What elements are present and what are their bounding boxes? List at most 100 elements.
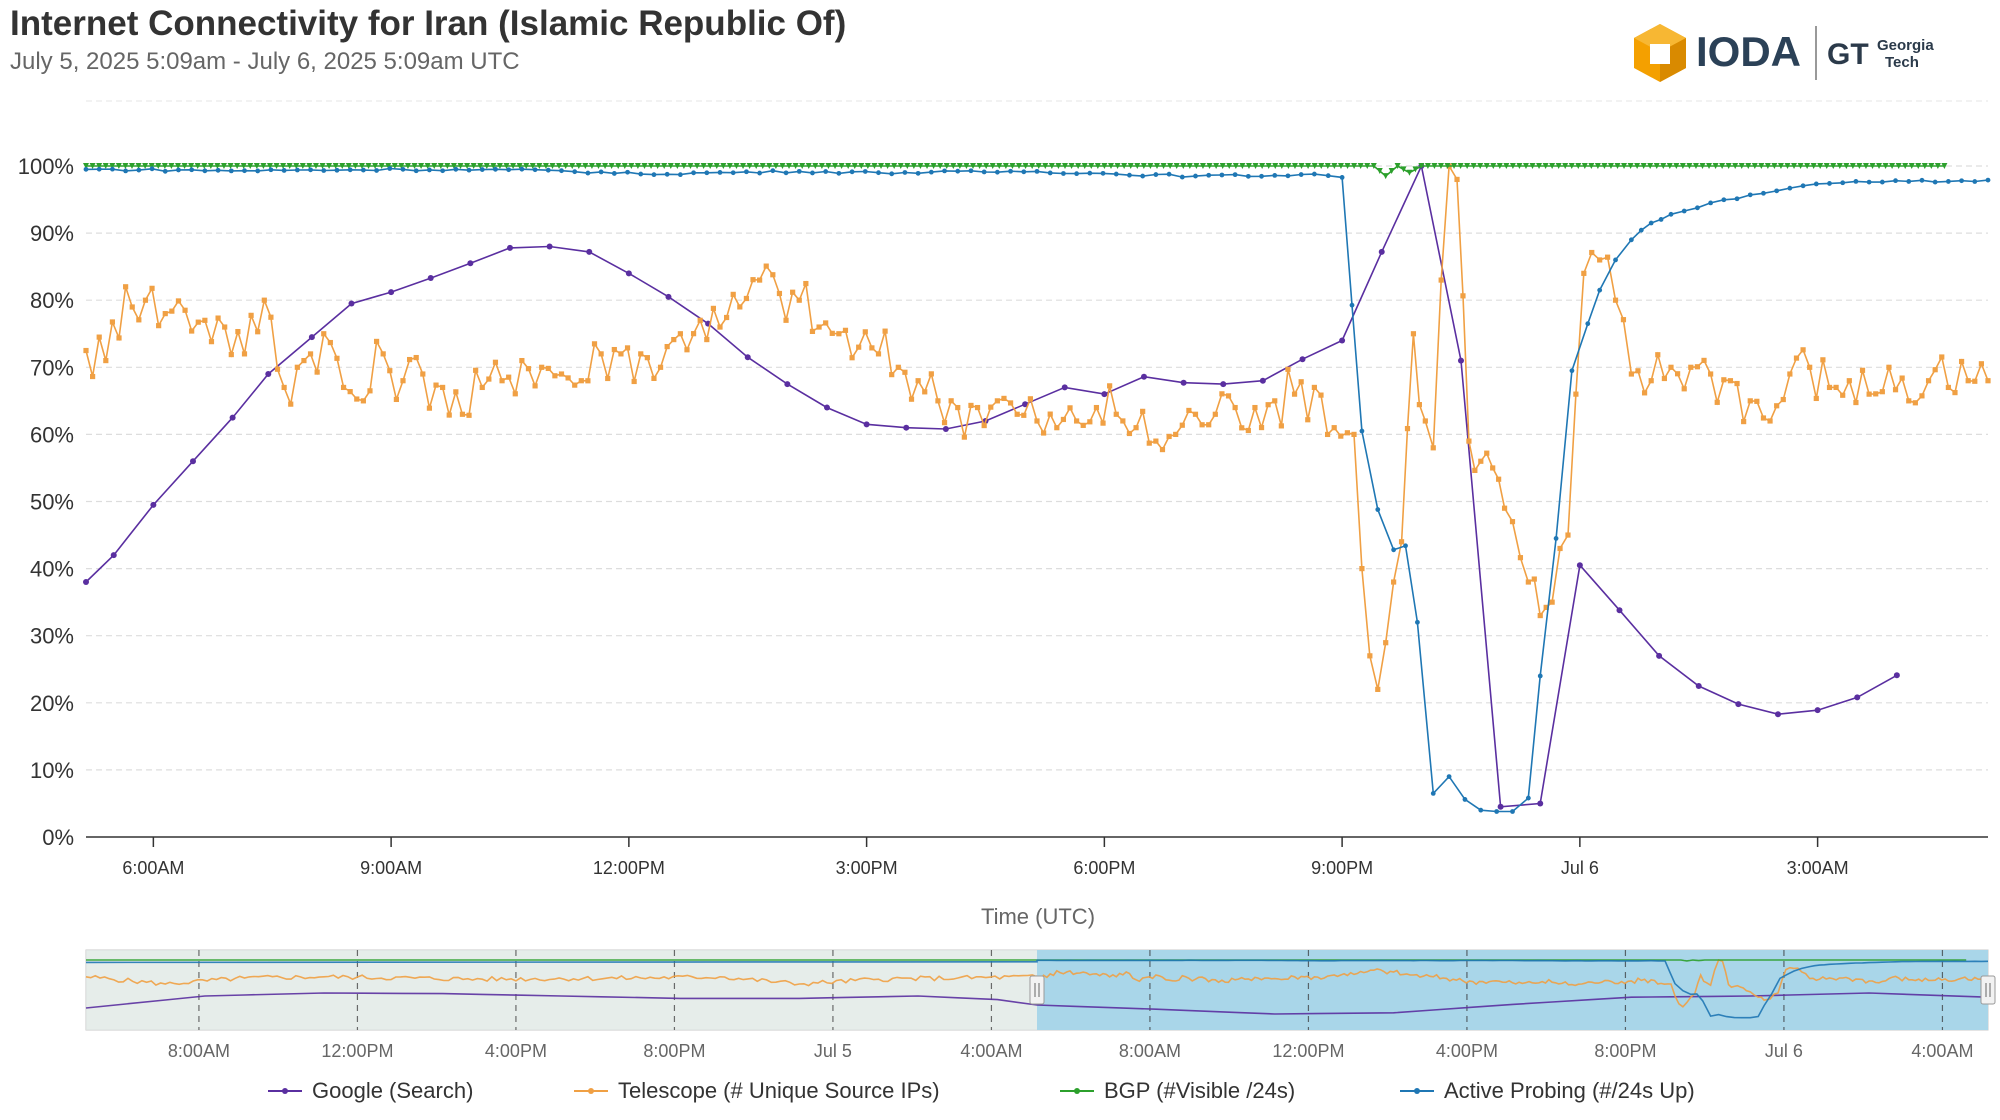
data-point xyxy=(1879,179,1885,185)
data-point xyxy=(805,163,812,169)
data-point xyxy=(690,331,697,337)
data-point xyxy=(437,163,444,169)
data-point xyxy=(1965,378,1971,384)
navigator-left-handle[interactable] xyxy=(1029,975,1045,1005)
series-active-probing-24s-up[interactable] xyxy=(83,166,1991,814)
data-point xyxy=(1232,172,1238,178)
data-point xyxy=(1388,168,1395,175)
series-bgp-visible-24s[interactable] xyxy=(83,163,1948,180)
navigator-tick-label: Jul 6 xyxy=(1765,1041,1803,1061)
data-point xyxy=(431,163,438,169)
data-point xyxy=(1569,368,1575,374)
data-point xyxy=(1727,378,1734,384)
legend-item[interactable]: Telescope (# Unique Source IPs) xyxy=(574,1078,940,1104)
data-point xyxy=(1364,163,1371,169)
data-point xyxy=(1192,411,1199,417)
data-point xyxy=(733,163,740,169)
data-point xyxy=(634,163,641,169)
data-point xyxy=(832,163,839,169)
navigator-right-handle[interactable] xyxy=(1980,975,1996,1005)
data-point xyxy=(1259,173,1264,179)
data-point xyxy=(930,163,937,169)
legend-swatch xyxy=(574,1083,608,1099)
data-point xyxy=(591,341,598,347)
data-point xyxy=(878,163,885,169)
data-point xyxy=(869,345,875,351)
data-point xyxy=(1895,163,1902,169)
legend-item[interactable]: Google (Search) xyxy=(268,1078,473,1104)
data-point xyxy=(1721,377,1727,383)
data-point xyxy=(529,163,536,169)
data-point xyxy=(308,167,313,173)
data-point xyxy=(1344,430,1350,436)
data-point xyxy=(1537,800,1544,807)
data-point xyxy=(845,163,852,169)
data-point xyxy=(889,372,895,378)
data-point xyxy=(96,334,102,340)
data-point xyxy=(823,169,829,174)
time-navigator[interactable]: 8:00AM 12:00PM 4:00PM 8:00PM Jul 5 4:00AM 8:00… xyxy=(85,949,1996,1061)
ioda-logo[interactable]: IODA GT Georgia Tech xyxy=(1630,20,1980,90)
navigator-selection[interactable] xyxy=(1037,950,1988,1030)
data-point xyxy=(766,163,773,169)
data-point xyxy=(1732,163,1739,169)
data-point xyxy=(1525,795,1531,801)
data-point xyxy=(726,163,733,169)
data-point xyxy=(459,411,466,417)
data-point xyxy=(1410,331,1417,337)
data-point xyxy=(1311,163,1318,169)
data-point xyxy=(1206,172,1212,178)
legend-item[interactable]: Active Probing (#/24s Up) xyxy=(1400,1078,1695,1104)
data-point xyxy=(1060,416,1067,423)
data-point xyxy=(265,371,272,378)
data-point xyxy=(1101,391,1108,398)
data-point xyxy=(293,163,300,169)
data-point xyxy=(631,378,637,385)
data-point xyxy=(1437,163,1444,169)
data-point xyxy=(694,163,701,169)
navigator-tick-label: 8:00AM xyxy=(168,1041,230,1061)
data-point xyxy=(1621,163,1628,169)
data-point xyxy=(1588,163,1595,169)
data-point xyxy=(1193,163,1200,169)
legend-item[interactable]: BGP (#Visible /24s) xyxy=(1060,1078,1295,1104)
x-tick-label: 6:00AM xyxy=(122,858,184,878)
data-point xyxy=(1055,163,1062,169)
data-point xyxy=(288,401,294,407)
data-point xyxy=(744,169,749,175)
data-point xyxy=(680,163,687,169)
data-point xyxy=(1383,640,1389,646)
data-point xyxy=(1673,163,1680,169)
data-point xyxy=(1239,163,1246,169)
data-point xyxy=(970,163,977,169)
data-point xyxy=(1797,163,1804,169)
data-point xyxy=(109,163,116,169)
data-point xyxy=(1146,440,1152,446)
data-point xyxy=(1826,384,1833,391)
data-point xyxy=(1627,163,1634,169)
data-point xyxy=(710,305,716,311)
data-point xyxy=(1565,532,1571,538)
data-point xyxy=(418,163,425,169)
data-point xyxy=(1477,163,1484,169)
data-point xyxy=(1061,384,1068,391)
y-tick-label: 80% xyxy=(30,288,74,313)
series-telescope-unique-source-ips[interactable] xyxy=(83,163,1991,692)
data-point xyxy=(499,378,505,384)
y-tick-label: 50% xyxy=(30,490,74,515)
data-point xyxy=(1391,579,1397,585)
data-point xyxy=(825,163,832,169)
data-point xyxy=(1325,173,1331,179)
data-point xyxy=(829,330,835,336)
navigator-series-line xyxy=(85,959,1989,1019)
data-point xyxy=(697,317,703,323)
data-point xyxy=(312,163,319,169)
data-point xyxy=(1553,536,1559,541)
series-google-search[interactable] xyxy=(83,163,1900,810)
data-point xyxy=(1879,389,1885,395)
data-point xyxy=(809,328,816,334)
data-point xyxy=(1173,431,1179,437)
data-point xyxy=(1140,163,1147,169)
y-tick-label: 90% xyxy=(30,221,74,246)
